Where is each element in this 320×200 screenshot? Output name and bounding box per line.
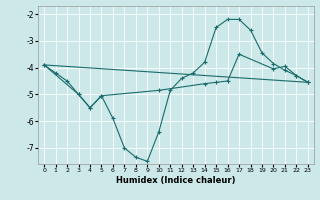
X-axis label: Humidex (Indice chaleur): Humidex (Indice chaleur) [116, 176, 236, 185]
